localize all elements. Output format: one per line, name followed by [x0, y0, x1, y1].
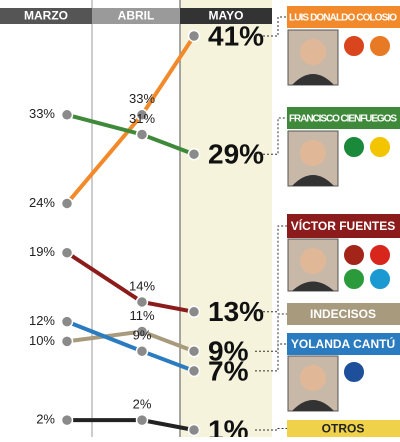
- party-logo: [368, 34, 392, 58]
- series-line: [65, 418, 196, 432]
- value-label: 2%: [36, 412, 55, 427]
- data-point: [187, 344, 201, 358]
- header-band: [0, 8, 92, 24]
- value-label: 12%: [29, 313, 55, 328]
- value-label: 33%: [129, 91, 155, 106]
- value-label: 14%: [129, 278, 155, 293]
- photo-head: [300, 140, 326, 166]
- data-point: [135, 128, 149, 141]
- legend-label: OTROS: [322, 422, 365, 436]
- party-logo: [342, 360, 366, 384]
- column-header: MAYO: [209, 9, 244, 23]
- value-label: 13%: [208, 296, 264, 327]
- value-label: 31%: [129, 111, 155, 126]
- name-box: [287, 107, 400, 129]
- photo-body: [292, 175, 334, 186]
- value-label: 33%: [29, 106, 55, 121]
- connector: [255, 16, 287, 37]
- connector: [255, 428, 287, 431]
- data-point: [187, 423, 201, 437]
- legend-label: YOLANDA CANTÚ: [291, 336, 395, 351]
- data-point: [60, 108, 74, 122]
- column-header: MARZO: [24, 9, 68, 23]
- photo-body: [292, 400, 334, 411]
- party-logo: [368, 135, 392, 159]
- legend-label: FRANCISCO CIENFUEGOS: [289, 114, 397, 125]
- photo-head: [300, 39, 326, 65]
- party-logo: [342, 267, 366, 291]
- header-band: [180, 8, 272, 24]
- party-logo: [368, 267, 392, 291]
- data-point: [135, 325, 149, 338]
- party-logo: [368, 243, 392, 267]
- name-box: [287, 214, 400, 238]
- header-band: [92, 8, 180, 24]
- data-point: [135, 413, 149, 427]
- party-logo: [342, 243, 366, 267]
- value-label: 41%: [208, 20, 264, 51]
- name-box: [287, 6, 400, 28]
- connector: [255, 313, 287, 352]
- legend-label: INDECISOS: [310, 307, 376, 321]
- connector: [255, 117, 287, 155]
- name-box: [287, 420, 400, 437]
- party-logo: [342, 135, 366, 159]
- value-label: 29%: [208, 139, 264, 170]
- data-point: [187, 364, 201, 378]
- value-label: 9%: [133, 328, 152, 343]
- data-point: [60, 335, 74, 348]
- value-label: 9%: [208, 336, 249, 367]
- data-point: [187, 29, 201, 43]
- connector: [255, 343, 287, 372]
- photo-head: [300, 365, 326, 391]
- value-label: 2%: [133, 397, 152, 412]
- data-point: [60, 246, 74, 259]
- value-label: 7%: [208, 355, 249, 386]
- data-point: [135, 108, 149, 122]
- column-header: ABRIL: [118, 9, 155, 23]
- mayo-column: [180, 0, 272, 437]
- data-point: [187, 305, 201, 319]
- value-label: 24%: [29, 195, 55, 210]
- data-point: [60, 197, 74, 210]
- series-line: [65, 319, 196, 373]
- data-point: [60, 315, 74, 328]
- photo-body: [292, 281, 334, 291]
- data-point: [135, 295, 149, 309]
- data-point: [187, 147, 201, 161]
- photo-head: [300, 248, 326, 274]
- data-point: [135, 344, 149, 358]
- legend-label: LUIS DONALDO COLOSIO: [289, 13, 397, 24]
- connector: [255, 225, 287, 313]
- value-label: 10%: [29, 333, 55, 348]
- name-box: [287, 303, 400, 325]
- value-label: 1%: [208, 414, 249, 437]
- party-logo: [342, 34, 366, 58]
- name-box: [287, 333, 400, 355]
- data-point: [60, 413, 74, 427]
- value-label: 11%: [129, 308, 154, 323]
- legend-label: VÍCTOR FUENTES: [291, 218, 395, 233]
- photo-body: [292, 74, 334, 85]
- value-label: 19%: [29, 244, 55, 259]
